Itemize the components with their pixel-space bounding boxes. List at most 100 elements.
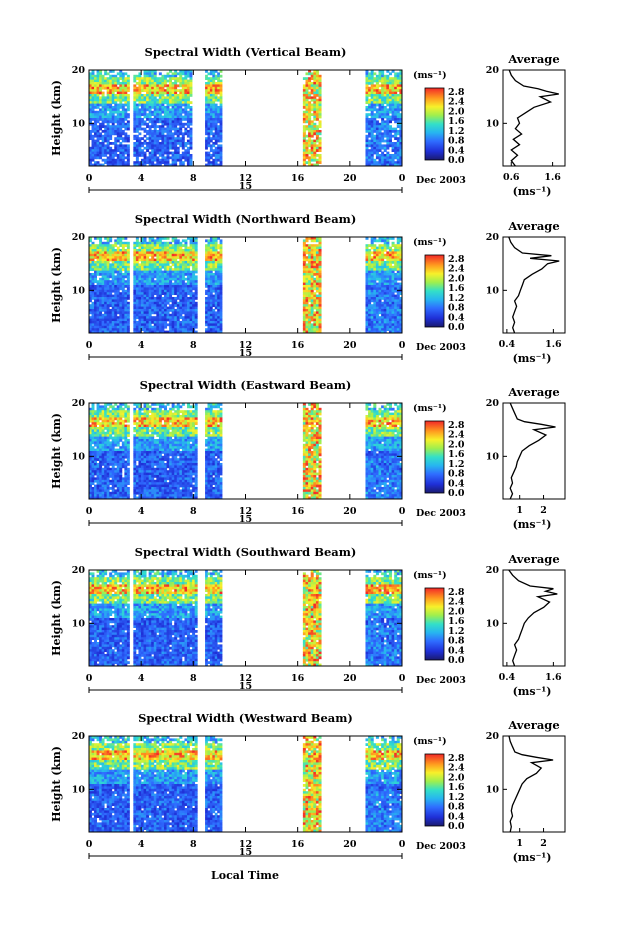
- heatmap-cell: [135, 244, 139, 247]
- heatmap-cell: [305, 96, 309, 100]
- heatmap-cell: [143, 268, 147, 271]
- heatmap-cell: [189, 156, 193, 160]
- heatmap-cell: [315, 277, 319, 281]
- heatmap-cell: [212, 89, 216, 92]
- average-xlabel: (ms⁻¹): [513, 185, 552, 198]
- heatmap-cell: [104, 108, 108, 112]
- heatmap-cell: [114, 330, 118, 334]
- heatmap-cell: [166, 89, 170, 92]
- heatmap-cell: [217, 134, 220, 138]
- heatmap-cell: [302, 115, 306, 119]
- heatmap-cell: [133, 86, 137, 90]
- heatmap-cell: [219, 246, 223, 250]
- heatmap-cell: [373, 151, 377, 155]
- heatmap-cell: [313, 74, 317, 78]
- heatmap-cell: [212, 125, 216, 128]
- heatmap-cell: [217, 84, 220, 88]
- heatmap-cell: [214, 77, 218, 80]
- heatmap-cell: [161, 258, 165, 262]
- heatmap-cell: [305, 311, 309, 315]
- heatmap-cell: [156, 110, 160, 114]
- heatmap-cell: [313, 84, 317, 88]
- heatmap-cell: [135, 253, 139, 257]
- heatmap-cell: [91, 158, 95, 162]
- heatmap-cell: [176, 249, 180, 252]
- heatmap-cell: [111, 94, 115, 97]
- heatmap-cell: [99, 285, 103, 288]
- heatmap-cell: [209, 306, 213, 310]
- heatmap-cell: [192, 261, 196, 264]
- heatmap-cell: [121, 321, 125, 324]
- heatmap-cell: [126, 275, 130, 279]
- heatmap-cell: [396, 309, 400, 312]
- heatmap-cell: [212, 318, 216, 322]
- heatmap-cell: [109, 96, 113, 100]
- heatmap-cell: [146, 275, 150, 279]
- heatmap-cell: [94, 249, 97, 252]
- heatmap-cell: [133, 244, 137, 247]
- heatmap-cell: [166, 277, 170, 281]
- heatmap-cell: [378, 84, 382, 88]
- heatmap-cell: [181, 146, 185, 150]
- heatmap-cell: [153, 265, 157, 269]
- heatmap-cell: [109, 101, 113, 104]
- heatmap-cell: [158, 321, 162, 324]
- heatmap-cell: [207, 96, 211, 100]
- heatmap-cell: [212, 313, 216, 317]
- heatmap-cell: [104, 115, 108, 119]
- heatmap-cell: [121, 82, 125, 85]
- heatmap-cell: [383, 318, 387, 322]
- heatmap-cell: [171, 304, 175, 307]
- heatmap-cell: [133, 130, 137, 133]
- heatmap-cell: [89, 294, 92, 298]
- heatmap-cell: [219, 70, 223, 73]
- heatmap-cell: [365, 294, 369, 298]
- heatmap-cell: [365, 137, 369, 140]
- heatmap-cell: [176, 146, 180, 150]
- heatmap-cell: [370, 115, 374, 119]
- heatmap-cell: [383, 89, 387, 92]
- heatmap-cell: [138, 151, 142, 155]
- heatmap-cell: [158, 256, 162, 259]
- heatmap-cell: [101, 306, 105, 310]
- heatmap-cell: [386, 325, 390, 329]
- heatmap-cell: [166, 251, 170, 255]
- heatmap-cell: [148, 261, 152, 264]
- heatmap-cell: [143, 246, 147, 250]
- heatmap-cell: [212, 77, 216, 80]
- heatmap-cell: [179, 297, 183, 300]
- heatmap-cell: [174, 139, 178, 143]
- heatmap-cell: [151, 89, 155, 92]
- heatmap-cell: [151, 330, 155, 334]
- heatmap-cell: [219, 239, 223, 243]
- heatmap-cell: [386, 122, 390, 126]
- heatmap-cell: [214, 74, 218, 78]
- heatmap-cell: [114, 328, 118, 331]
- heatmap-cell: [146, 289, 150, 293]
- heatmap-cell: [114, 108, 118, 112]
- heatmap-cell: [141, 89, 144, 92]
- heatmap-cell: [381, 146, 385, 150]
- heatmap-cell: [153, 251, 157, 255]
- heatmap-cell: [179, 277, 183, 281]
- heatmap-cell: [386, 108, 390, 112]
- heatmap-cell: [156, 139, 160, 143]
- heatmap-cell: [138, 306, 142, 310]
- heatmap-cell: [313, 330, 317, 334]
- heatmap-cell: [192, 273, 196, 276]
- heatmap-cell: [373, 72, 377, 76]
- heatmap-cell: [109, 299, 113, 303]
- heatmap-cell: [106, 130, 110, 133]
- heatmap-cell: [89, 134, 92, 138]
- heatmap-cell: [189, 328, 193, 331]
- heatmap-cell: [166, 253, 170, 257]
- heatmap-cell: [302, 263, 306, 267]
- heatmap-cell: [141, 253, 144, 257]
- heatmap-cell: [302, 89, 306, 92]
- heatmap-cell: [386, 306, 390, 310]
- heatmap-cell: [174, 151, 178, 155]
- heatmap-cell: [318, 139, 322, 143]
- heatmap-cell: [394, 316, 398, 319]
- heatmap-cell: [386, 323, 390, 327]
- heatmap-cell: [156, 134, 160, 138]
